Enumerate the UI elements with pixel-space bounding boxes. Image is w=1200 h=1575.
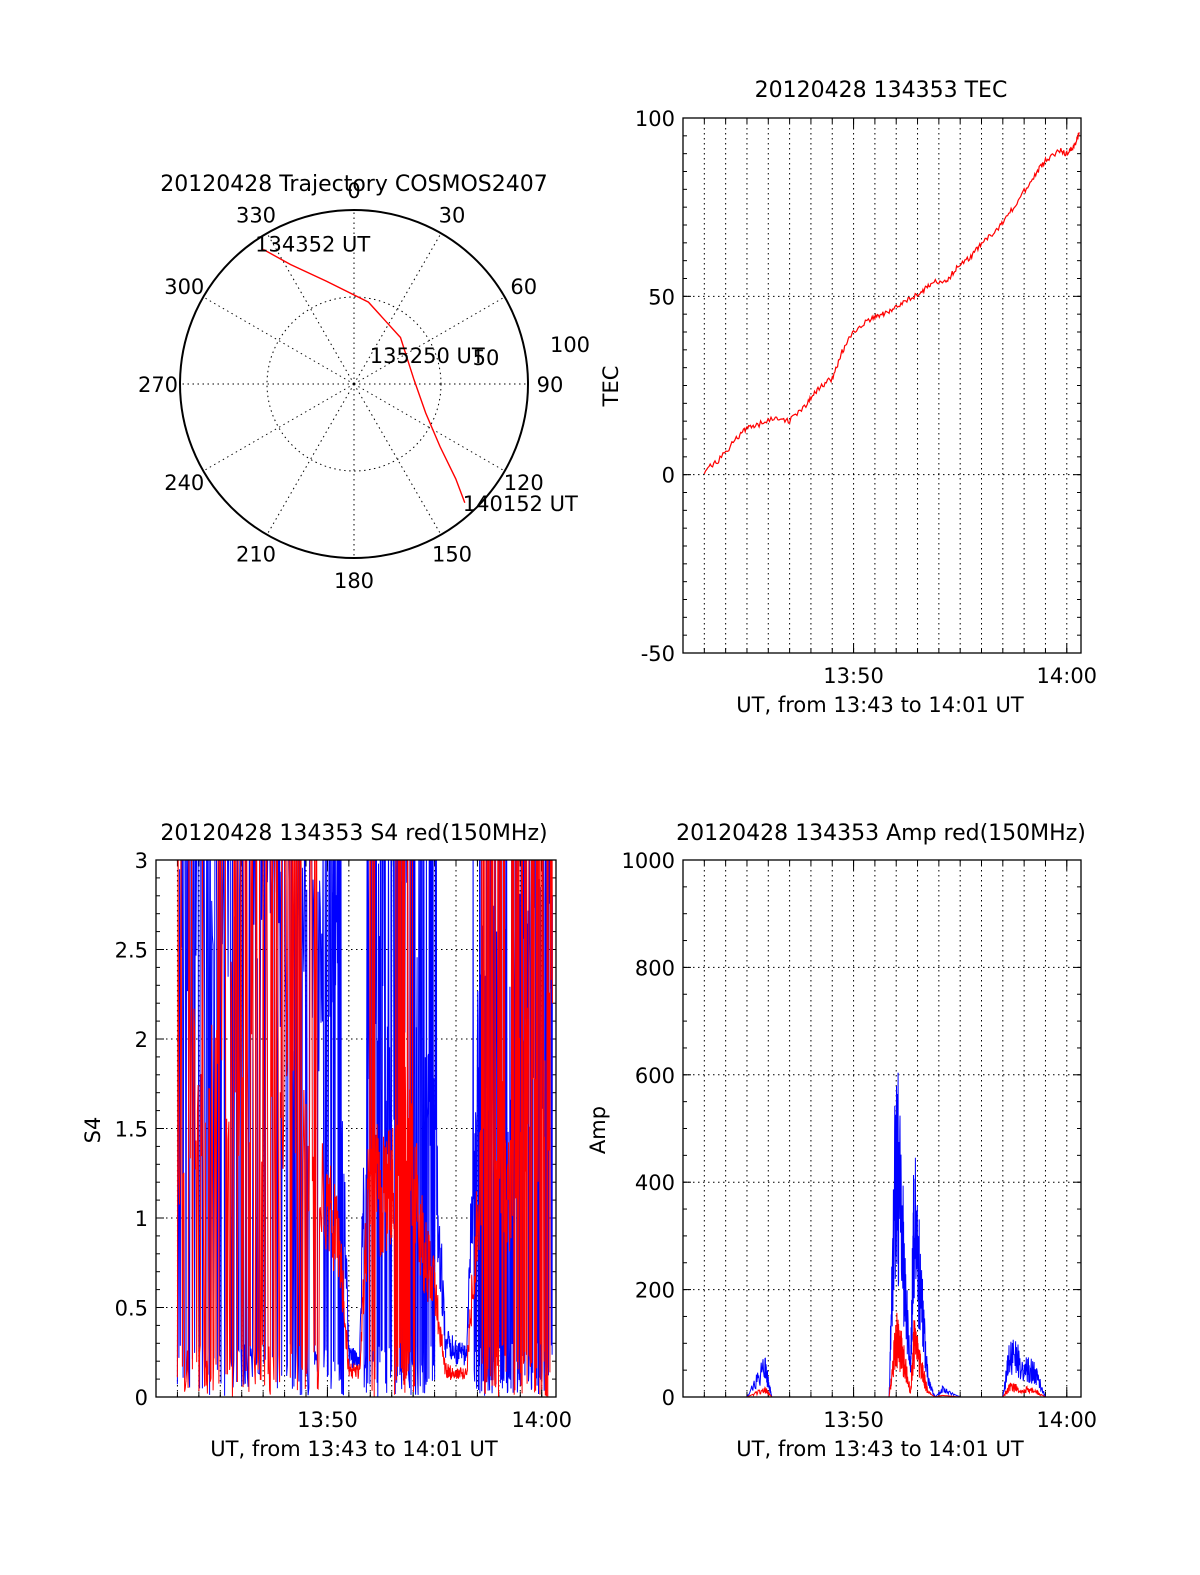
radial-label: 50 xyxy=(473,346,500,370)
amp-plot: 20120428 134353 Amp red(150MHz) Amp UT, … xyxy=(586,821,1097,1461)
plot-frame xyxy=(155,859,557,1398)
amp-xlabel: UT, from 13:43 to 14:01 UT xyxy=(736,1437,1024,1461)
s4-xlabel: UT, from 13:43 to 14:01 UT xyxy=(210,1437,498,1461)
y-tick-label: 50 xyxy=(648,285,675,309)
azimuth-label: 300 xyxy=(164,275,204,299)
polar-spoke xyxy=(266,383,355,535)
series-line xyxy=(704,1312,1080,1397)
tec-xlabel: UT, from 13:43 to 14:01 UT xyxy=(736,693,1024,717)
y-tick-label: 0.5 xyxy=(115,1297,148,1321)
polar-spoke xyxy=(353,383,442,535)
y-tick-label: 200 xyxy=(635,1279,675,1303)
tec-title: 20120428 134353 TEC xyxy=(755,78,1008,103)
azimuth-label: 150 xyxy=(432,543,472,567)
trajectory-time-label: 140152 UT xyxy=(463,492,578,516)
azimuth-label: 240 xyxy=(164,471,204,495)
series-line xyxy=(703,132,1080,475)
azimuth-label: 90 xyxy=(537,373,564,397)
trajectory-polar-plot: 20120428 Trajectory COSMOS2407 0 30 60 90 12… xyxy=(138,172,590,593)
y-tick-label: 100 xyxy=(635,107,675,131)
x-tick-label: 13:50 xyxy=(297,1408,358,1432)
azimuth-label: 0 xyxy=(347,179,360,203)
y-tick-label: 800 xyxy=(635,956,675,980)
radial-label: 100 xyxy=(550,333,590,357)
trajectory-time-label: 135250 UT xyxy=(370,344,485,368)
polar-spoke xyxy=(203,296,355,385)
y-tick-label: 2 xyxy=(135,1028,148,1052)
y-tick-label: 400 xyxy=(635,1171,675,1195)
y-tick-label: -50 xyxy=(641,642,675,666)
s4-plot: 20120428 134353 S4 red(150MHz) S4 UT, fr… xyxy=(81,821,572,1461)
amp-ylabel: Amp xyxy=(586,1106,610,1154)
y-tick-label: 1000 xyxy=(622,849,675,873)
polar-spoke xyxy=(353,233,442,385)
tec-ylabel: TEC xyxy=(599,366,623,408)
tec-plot: 20120428 134353 TEC TEC UT, from 13:43 t… xyxy=(599,78,1097,717)
s4-title: 20120428 134353 S4 red(150MHz) xyxy=(160,821,547,846)
azimuth-label: 30 xyxy=(439,203,466,227)
y-tick-label: 600 xyxy=(635,1064,675,1088)
azimuth-label: 120 xyxy=(504,471,544,495)
polar-outer-circle xyxy=(179,209,529,559)
azimuth-label: 180 xyxy=(334,569,374,593)
azimuth-label: 270 xyxy=(138,373,178,397)
azimuth-label: 60 xyxy=(510,275,537,299)
azimuth-label: 330 xyxy=(236,203,276,227)
plot-frame xyxy=(682,117,1082,654)
s4-ylabel: S4 xyxy=(81,1117,105,1144)
polar-spoke xyxy=(353,383,505,472)
series-line xyxy=(176,860,553,1397)
x-tick-label: 14:00 xyxy=(511,1408,572,1432)
y-tick-label: 0 xyxy=(135,1386,148,1410)
trajectory-time-label: 134352 UT xyxy=(255,232,370,256)
amp-title: 20120428 134353 Amp red(150MHz) xyxy=(676,821,1086,846)
azimuth-label: 210 xyxy=(236,543,276,567)
x-tick-label: 13:50 xyxy=(823,664,884,688)
trajectory-title: 20120428 Trajectory COSMOS2407 xyxy=(160,172,547,197)
y-tick-label: 3 xyxy=(135,849,148,873)
plot-frame xyxy=(682,859,1082,1398)
series-line xyxy=(704,1072,1080,1397)
y-tick-label: 1 xyxy=(135,1207,148,1231)
y-tick-label: 2.5 xyxy=(115,939,148,963)
x-tick-label: 14:00 xyxy=(1037,1408,1098,1432)
y-tick-label: 0 xyxy=(662,1386,675,1410)
polar-spoke xyxy=(266,233,355,385)
polar-grid-circle xyxy=(266,296,442,472)
y-tick-label: 0 xyxy=(662,464,675,488)
x-tick-label: 14:00 xyxy=(1037,664,1098,688)
trajectory-line xyxy=(262,248,466,504)
polar-spoke xyxy=(203,383,355,472)
x-tick-label: 13:50 xyxy=(823,1408,884,1432)
y-tick-label: 1.5 xyxy=(115,1118,148,1142)
polar-spoke xyxy=(353,296,505,385)
